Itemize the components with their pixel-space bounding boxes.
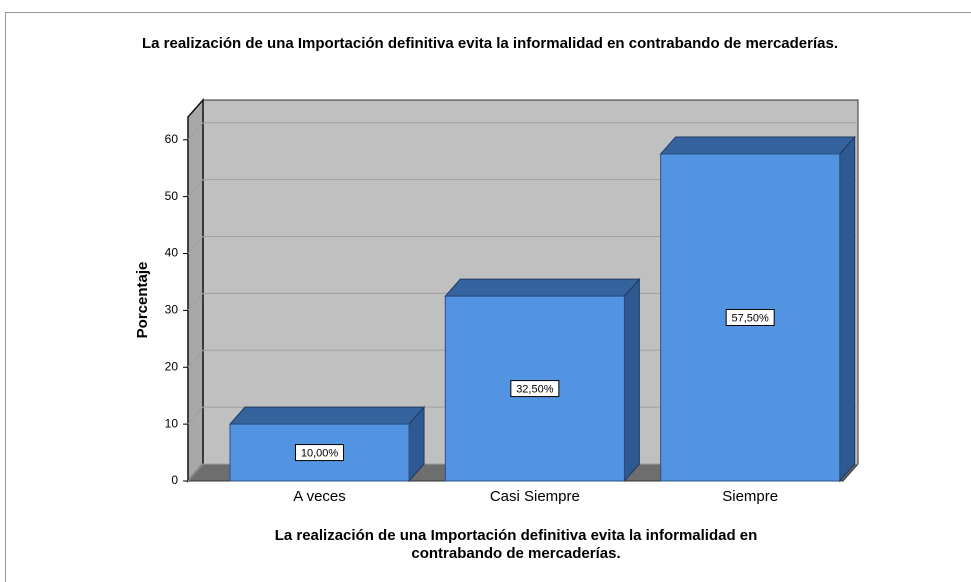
x-axis-title: La realización de una Importación defini… xyxy=(275,527,758,544)
y-axis-title: Porcentaje xyxy=(134,262,151,339)
y-tick-label: 0 xyxy=(171,473,178,487)
y-tick-label: 20 xyxy=(165,359,179,373)
y-tick-label: 30 xyxy=(165,303,179,317)
y-tick-label: 10 xyxy=(165,416,179,430)
chart-title: La realización de una Importación defini… xyxy=(142,35,838,52)
y-tick-label: 40 xyxy=(165,246,179,260)
bar-top xyxy=(444,278,641,297)
value-label: 32,50% xyxy=(516,383,554,395)
bar-side xyxy=(623,277,640,483)
value-label: 10,00% xyxy=(301,447,339,459)
x-tick-label: Siempre xyxy=(722,488,778,505)
x-axis-title: contrabando de mercaderías. xyxy=(411,545,620,562)
x-tick-label: A veces xyxy=(293,488,346,505)
grid-line xyxy=(187,122,858,141)
bar-top xyxy=(228,406,426,425)
y-tick-label: 60 xyxy=(165,132,179,146)
side-wall xyxy=(187,98,204,483)
value-label-box xyxy=(510,380,560,398)
bar-top xyxy=(659,136,856,155)
y-tick-label: 50 xyxy=(165,189,179,203)
grid-line xyxy=(187,179,858,197)
value-label-box xyxy=(295,444,345,462)
x-tick-label: Casi Siempre xyxy=(490,488,580,505)
bar-side xyxy=(839,135,856,483)
value-label: 57,50% xyxy=(732,312,770,324)
value-label-box xyxy=(725,308,775,326)
grid-line xyxy=(187,236,858,254)
